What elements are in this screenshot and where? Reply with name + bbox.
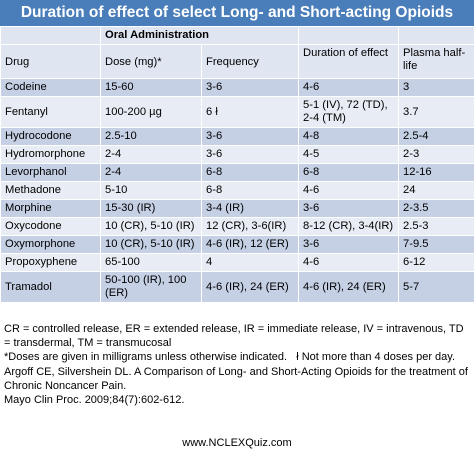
table-row: Oxymorphone 10 (CR), 5-10 (IR) 4-6 (IR),… <box>0 235 474 254</box>
cell-drug: Levorphanol <box>0 163 101 182</box>
cell-frequency: 3-6 <box>200 127 300 146</box>
cell-dose: 15-30 (IR) <box>100 199 202 218</box>
cell-half-life: 2-3 <box>398 145 474 164</box>
cell-frequency: 4-6 (IR), 12 (ER) <box>200 235 300 254</box>
citation-line-1: Argoff CE, Silvershein DL. A Comparison … <box>4 365 468 392</box>
cell-duration: 4-6 <box>298 181 400 200</box>
cell-dose: 10 (CR), 5-10 (IR) <box>100 235 202 254</box>
cell-dose: 2-4 <box>100 145 202 164</box>
cell-drug: Tramadol <box>0 271 101 303</box>
cell-drug: Morphine <box>0 199 101 218</box>
cell-drug: Oxycodone <box>0 217 101 236</box>
cell-half-life: 3.7 <box>398 96 474 128</box>
cell-half-life: 24 <box>398 181 474 200</box>
cell-drug: Hydromorphone <box>0 145 101 164</box>
cell-frequency: 12 (CR), 3-6(IR) <box>200 217 300 236</box>
cell-dose: 10 (CR), 5-10 (IR) <box>100 217 202 236</box>
cell-duration: 4-6 <box>298 78 400 97</box>
cell-half-life: 5-7 <box>398 271 474 303</box>
group-header-row: Oral Administration <box>0 26 474 45</box>
table-row: Methadone 5-10 6-8 4-6 24 <box>0 181 474 200</box>
cell-duration: 3-6 <box>298 235 400 254</box>
column-header-half-life: Plasma half-life <box>398 44 474 79</box>
table-row: Hydrocodone 2.5-10 3-6 4-8 2.5-4 <box>0 127 474 146</box>
cell-dose: 2.5-10 <box>100 127 202 146</box>
cell-frequency: 3-4 (IR) <box>200 199 300 218</box>
table-row: Propoxyphene 65-100 4 4-6 6-12 <box>0 253 474 272</box>
opioid-table: Oral Administration Drug Dose (mg)* Freq… <box>0 26 474 303</box>
footnotes: CR = controlled release, ER = extended r… <box>4 322 472 407</box>
website-link[interactable]: www.NCLEXQuiz.com <box>182 437 292 449</box>
citation-line-2: Mayo Clin Proc. 2009;84(7):602-612. <box>4 394 185 407</box>
cell-drug: Methadone <box>0 181 101 200</box>
cell-half-life: 2-3.5 <box>398 199 474 218</box>
cell-half-life: 12-16 <box>398 163 474 182</box>
table-row: Tramadol 50-100 (IR), 100 (ER) 4-6 (IR),… <box>0 271 474 303</box>
column-header-frequency: Frequency <box>200 44 300 79</box>
cell-half-life: 3 <box>398 78 474 97</box>
group-header-oral-administration: Oral Administration <box>99 26 300 45</box>
table-row: Fentanyl 100-200 µg 6 ł 5-1 (IV), 72 (TD… <box>0 96 474 128</box>
cell-half-life: 2.5-3 <box>398 217 474 236</box>
cell-frequency: 4-6 (IR), 24 (ER) <box>200 271 300 303</box>
group-header-spacer <box>0 26 101 45</box>
cell-duration: 4-8 <box>298 127 400 146</box>
cell-dose: 65-100 <box>100 253 202 272</box>
abbreviations-note: CR = controlled release, ER = extended r… <box>4 323 464 350</box>
cell-duration: 4-6 (IR), 24 (ER) <box>298 271 400 303</box>
column-header-duration: Duration of effect <box>298 44 400 79</box>
cell-frequency: 3-6 <box>200 145 300 164</box>
cell-duration: 8-12 (CR), 3-4(IR) <box>298 217 400 236</box>
cell-duration: 5-1 (IV), 72 (TD), 2-4 (TM) <box>298 96 400 128</box>
doses-note: *Doses are given in milligrams unless ot… <box>4 351 456 364</box>
table-row: Codeine 15-60 3-6 4-6 3 <box>0 78 474 97</box>
column-header-row: Drug Dose (mg)* Frequency Duration of ef… <box>0 44 474 79</box>
table-row: Morphine 15-30 (IR) 3-4 (IR) 3-6 2-3.5 <box>0 199 474 218</box>
cell-duration: 6-8 <box>298 163 400 182</box>
cell-drug: Fentanyl <box>0 96 101 128</box>
cell-frequency: 6 ł <box>200 96 300 128</box>
cell-duration: 3-6 <box>298 199 400 218</box>
cell-half-life: 6-12 <box>398 253 474 272</box>
cell-duration: 4-5 <box>298 145 400 164</box>
page-title: Duration of effect of select Long- and S… <box>0 0 474 26</box>
group-header-spacer <box>298 26 400 45</box>
cell-half-life: 2.5-4 <box>398 127 474 146</box>
cell-dose: 100-200 µg <box>100 96 202 128</box>
column-header-drug: Drug <box>0 44 101 79</box>
cell-dose: 15-60 <box>100 78 202 97</box>
table-row: Hydromorphone 2-4 3-6 4-5 2-3 <box>0 145 474 164</box>
cell-drug: Propoxyphene <box>0 253 101 272</box>
table-row: Levorphanol 2-4 6-8 6-8 12-16 <box>0 163 474 182</box>
cell-frequency: 4 <box>200 253 300 272</box>
cell-drug: Codeine <box>0 78 101 97</box>
cell-drug: Hydrocodone <box>0 127 101 146</box>
cell-half-life: 7-9.5 <box>398 235 474 254</box>
cell-drug: Oxymorphone <box>0 235 101 254</box>
cell-dose: 50-100 (IR), 100 (ER) <box>100 271 202 303</box>
cell-frequency: 3-6 <box>200 78 300 97</box>
cell-dose: 5-10 <box>100 181 202 200</box>
group-header-spacer <box>398 26 474 45</box>
cell-duration: 4-6 <box>298 253 400 272</box>
cell-dose: 2-4 <box>100 163 202 182</box>
cell-frequency: 6-8 <box>200 181 300 200</box>
column-header-dose: Dose (mg)* <box>100 44 202 79</box>
table-row: Oxycodone 10 (CR), 5-10 (IR) 12 (CR), 3-… <box>0 217 474 236</box>
cell-frequency: 6-8 <box>200 163 300 182</box>
